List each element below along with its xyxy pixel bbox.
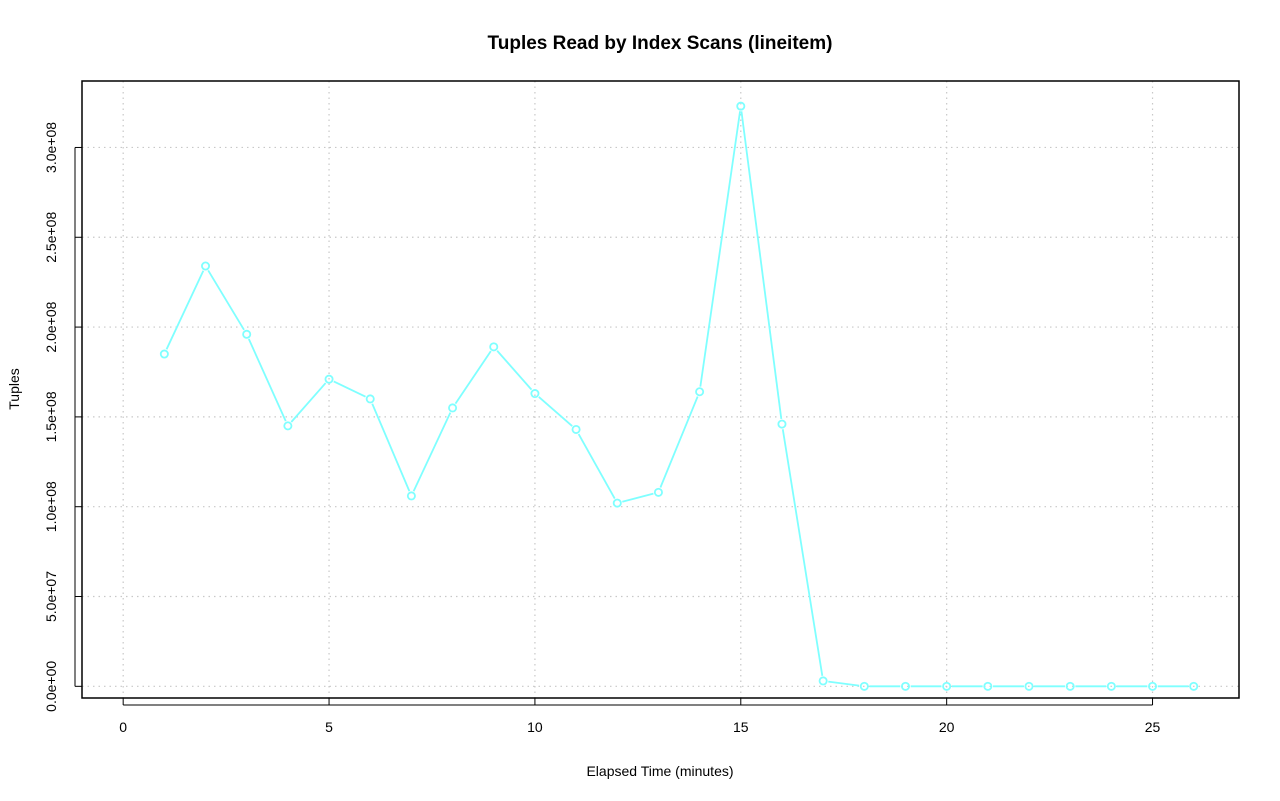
data-point <box>818 676 828 686</box>
data-point <box>365 394 375 404</box>
data-point <box>612 498 622 508</box>
x-tick-label: 25 <box>1145 719 1161 735</box>
series-line-segment <box>622 492 654 503</box>
series-line-segment <box>699 111 741 387</box>
data-point <box>777 419 787 429</box>
y-tick-label: 0.0e+00 <box>43 661 59 712</box>
data-point <box>201 261 211 271</box>
data-point <box>1189 681 1199 691</box>
x-tick-label: 10 <box>527 719 543 735</box>
data-point <box>406 491 416 501</box>
data-point <box>1024 681 1034 691</box>
data-point <box>736 101 746 111</box>
data-point <box>283 421 293 431</box>
series-line-segment <box>333 380 366 398</box>
data-point <box>242 329 252 339</box>
x-tick-label: 0 <box>119 719 127 735</box>
series-line-segment <box>659 396 699 488</box>
series-line-segment <box>538 396 573 427</box>
x-tick-label: 5 <box>325 719 333 735</box>
series-line-segment <box>412 412 452 492</box>
data-point <box>1106 681 1116 691</box>
y-axis-label: Tuples <box>6 368 22 410</box>
x-tick-label: 15 <box>733 719 749 735</box>
y-tick-label: 2.5e+08 <box>43 212 59 263</box>
plot-frame <box>81 80 1240 699</box>
series-line-segment <box>454 350 492 405</box>
grid-lines <box>82 81 1239 698</box>
series-line-segment <box>290 382 327 423</box>
chart-title: Tuples Read by Index Scans (lineitem) <box>488 33 833 54</box>
y-tick-label: 5.0e+07 <box>43 571 59 622</box>
series-line-segment <box>740 111 783 420</box>
y-tick-label: 1.0e+08 <box>43 481 59 532</box>
data-point <box>900 681 910 691</box>
data-point <box>695 387 705 397</box>
y-tick-label: 2.0e+08 <box>43 301 59 352</box>
data-point <box>1148 681 1158 691</box>
data-point <box>324 374 334 384</box>
series-line-segment <box>828 680 860 687</box>
series-line-segment <box>248 338 287 422</box>
data-point <box>983 681 993 691</box>
data-point <box>530 389 540 399</box>
series-line-segment <box>165 270 205 350</box>
series-line-segment <box>496 350 533 391</box>
data-point <box>571 424 581 434</box>
y-tick-label: 3.0e+08 <box>43 122 59 173</box>
series-line-segment <box>577 433 616 500</box>
data-point <box>859 681 869 691</box>
y-tick-label: 1.5e+08 <box>43 391 59 442</box>
data-point <box>448 403 458 413</box>
series-line-segment <box>781 429 824 676</box>
x-axis-ticks: 0 5 10 15 20 25 <box>119 698 1161 735</box>
x-axis-label: Elapsed Time (minutes) <box>586 763 733 779</box>
series-tuples <box>159 101 1199 691</box>
x-tick-label: 20 <box>939 719 955 735</box>
data-point <box>489 342 499 352</box>
y-axis-ticks: 0.0e+00 5.0e+07 1.0e+08 1.5e+08 2.0e+08 2.5e+… <box>43 122 82 712</box>
series-line-segment <box>207 269 245 331</box>
data-point <box>942 681 952 691</box>
data-point <box>1065 681 1075 691</box>
data-point <box>159 349 169 359</box>
series-line-segment <box>371 403 411 492</box>
data-point <box>653 487 663 497</box>
